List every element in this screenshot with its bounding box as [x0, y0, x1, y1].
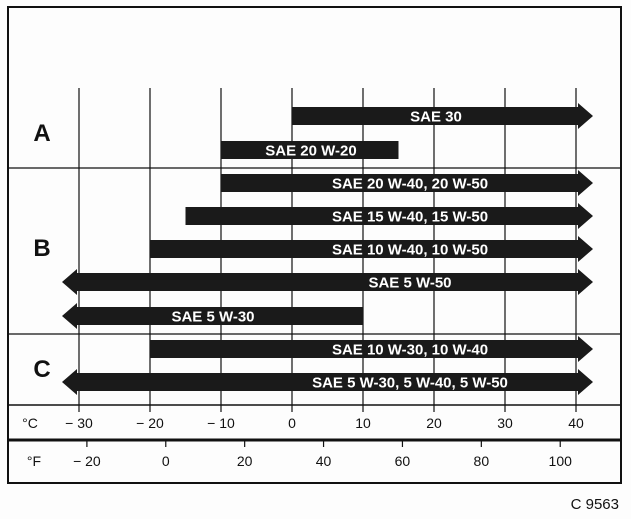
- oil-bar-label-6: SAE 5 W-30: [171, 309, 254, 326]
- oil-bar-4: [150, 236, 593, 262]
- oil-bar-label-3: SAE 15 W-40, 15 W-50: [332, 209, 488, 226]
- fahrenheit-tick-label-6: 100: [549, 453, 573, 469]
- oil-bar-label-0: SAE 30: [410, 109, 462, 126]
- celsius-tick-label-5: 20: [426, 415, 442, 431]
- oil-bar-7: [150, 336, 593, 362]
- group-label-c: C: [33, 356, 50, 383]
- oil-bar-label-1: SAE 20 W-20: [265, 143, 356, 160]
- group-label-a: A: [33, 120, 50, 147]
- group-label-b: B: [33, 235, 50, 262]
- celsius-tick-label-1: − 20: [136, 415, 164, 431]
- oil-bar-5: [62, 269, 593, 295]
- figure-code: C 9563: [570, 496, 619, 513]
- oil-bar-label-7: SAE 10 W-30, 10 W-40: [332, 342, 488, 359]
- celsius-tick-label-0: − 30: [65, 415, 93, 431]
- celsius-tick-label-6: 30: [497, 415, 513, 431]
- chart-frame: [7, 6, 622, 484]
- celsius-tick-label-4: 10: [355, 415, 371, 431]
- fahrenheit-unit-label: °F: [27, 453, 41, 469]
- celsius-unit-label: °C: [22, 415, 38, 431]
- oil-bar-label-5: SAE 5 W-50: [368, 275, 451, 292]
- celsius-tick-label-7: 40: [568, 415, 584, 431]
- fahrenheit-tick-label-4: 60: [395, 453, 411, 469]
- fahrenheit-tick-label-3: 40: [316, 453, 332, 469]
- fahrenheit-tick-label-2: 20: [237, 453, 253, 469]
- fahrenheit-tick-label-1: 0: [162, 453, 170, 469]
- oil-bar-label-8: SAE 5 W-30, 5 W-40, 5 W-50: [312, 375, 508, 392]
- celsius-tick-label-3: 0: [288, 415, 296, 431]
- oil-bar-label-4: SAE 10 W-40, 10 W-50: [332, 242, 488, 259]
- celsius-tick-label-2: − 10: [207, 415, 235, 431]
- oil-bar-8: [62, 369, 593, 395]
- oil-bar-1: [221, 141, 399, 159]
- oil-bar-0: [292, 103, 593, 129]
- oil-bar-3: [185, 203, 593, 229]
- fahrenheit-tick-label-0: − 20: [73, 453, 101, 469]
- oil-bar-6: [62, 303, 363, 329]
- oil-bar-label-2: SAE 20 W-40, 20 W-50: [332, 176, 488, 193]
- fahrenheit-tick-label-5: 80: [474, 453, 490, 469]
- oil-bar-2: [221, 170, 593, 196]
